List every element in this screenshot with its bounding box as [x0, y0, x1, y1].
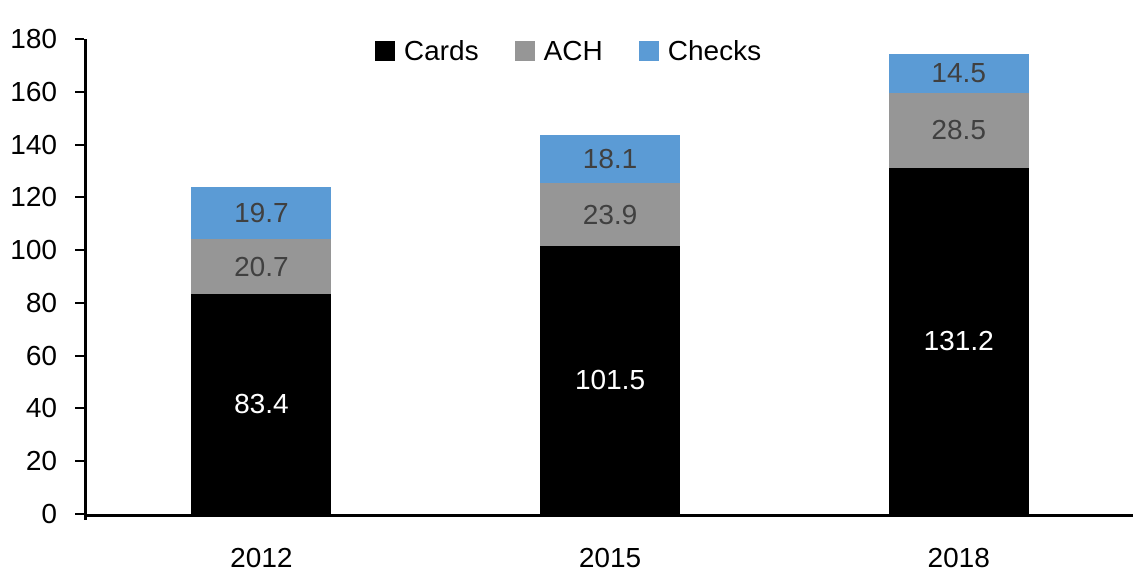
y-axis-line	[84, 39, 87, 520]
legend-label: Checks	[667, 35, 762, 66]
y-tick-label: 120	[10, 181, 57, 213]
y-tick	[75, 513, 84, 515]
y-tick	[75, 354, 84, 357]
bar-value-label: 101.5	[574, 364, 646, 396]
bar-segment-ach-2018: 28.5	[888, 92, 1029, 168]
y-tick-label: 0	[41, 498, 57, 529]
bar-segment-cards-2018: 131.2	[888, 167, 1029, 514]
y-tick	[75, 38, 84, 40]
y-tick-label: 20	[25, 445, 57, 477]
bar-segment-checks-2018: 14.5	[888, 54, 1029, 93]
y-tick-label: 80	[25, 286, 57, 318]
bar-2015: 18.1 23.9 101.5	[540, 135, 680, 514]
legend-item-checks: Checks	[638, 35, 762, 66]
y-tick	[75, 90, 84, 93]
y-tick	[75, 249, 84, 252]
bar-value-label: 18.1	[582, 143, 638, 175]
y-tick	[75, 143, 84, 146]
bar-value-label: 19.7	[234, 197, 289, 229]
legend-swatch-ach-icon	[514, 41, 535, 61]
bar-value-label: 20.7	[234, 250, 289, 282]
x-axis-label-2012: 2012	[230, 542, 293, 573]
bar-segment-checks-2012: 19.7	[191, 187, 332, 240]
bar-segment-cards-2012: 83.4	[191, 293, 332, 514]
y-tick-label: 160	[10, 75, 57, 107]
legend-item-ach: ACH	[514, 35, 603, 66]
legend-item-cards: Cards	[374, 35, 479, 66]
y-tick-label: 140	[10, 128, 57, 160]
bar-segment-ach-2012: 20.7	[191, 239, 332, 294]
y-tick-label: 100	[10, 234, 57, 266]
y-tick	[75, 301, 84, 304]
y-tick-label: 60	[25, 339, 57, 371]
bar-segment-ach-2015: 23.9	[540, 183, 680, 247]
y-tick-label: 40	[25, 392, 57, 424]
bar-value-label: 14.5	[931, 57, 986, 89]
bar-2012: 19.7 20.7 83.4	[191, 187, 332, 514]
y-tick	[75, 407, 84, 410]
legend-label: Cards	[403, 35, 479, 66]
bar-segment-cards-2015: 101.5	[540, 246, 680, 514]
x-axis-line	[84, 514, 1133, 517]
bar-value-label: 28.5	[931, 114, 986, 146]
y-tick	[75, 196, 84, 199]
x-axis-label-2015: 2015	[578, 542, 642, 573]
x-axis-label-2018: 2018	[927, 542, 990, 573]
bar-value-label: 131.2	[923, 324, 994, 356]
bar-value-label: 23.9	[582, 198, 638, 230]
y-tick-label: 180	[10, 23, 57, 54]
bar-2018: 14.5 28.5 131.2	[888, 54, 1029, 514]
legend: Cards ACH Checks	[0, 36, 1136, 66]
legend-swatch-checks-icon	[638, 41, 659, 61]
bar-value-label: 83.4	[234, 387, 289, 419]
y-tick	[75, 460, 84, 463]
legend-label: ACH	[543, 35, 603, 66]
legend-swatch-cards-icon	[374, 41, 395, 61]
bar-segment-checks-2015: 18.1	[540, 135, 680, 184]
